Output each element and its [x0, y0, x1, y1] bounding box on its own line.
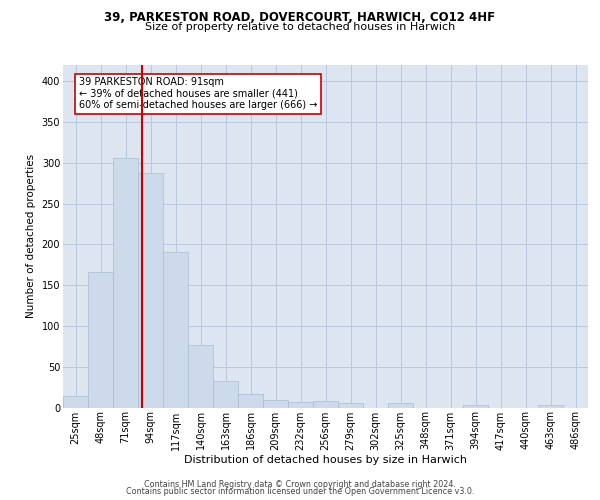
Y-axis label: Number of detached properties: Number of detached properties [26, 154, 36, 318]
Bar [163, 252, 188, 408]
Text: Size of property relative to detached houses in Harwich: Size of property relative to detached ho… [145, 22, 455, 32]
Bar [263, 400, 288, 407]
Bar [213, 382, 238, 407]
Bar [538, 405, 563, 407]
Bar [388, 404, 413, 407]
Bar [138, 172, 163, 408]
X-axis label: Distribution of detached houses by size in Harwich: Distribution of detached houses by size … [184, 455, 467, 465]
Bar [338, 404, 363, 407]
Bar [463, 405, 488, 407]
Bar [88, 272, 113, 407]
Bar [288, 402, 313, 407]
Bar [313, 401, 338, 407]
Text: 39 PARKESTON ROAD: 91sqm
← 39% of detached houses are smaller (441)
60% of semi-: 39 PARKESTON ROAD: 91sqm ← 39% of detach… [79, 77, 317, 110]
Bar [238, 394, 263, 407]
Bar [188, 344, 213, 408]
Text: Contains HM Land Registry data © Crown copyright and database right 2024.: Contains HM Land Registry data © Crown c… [144, 480, 456, 489]
Text: 39, PARKESTON ROAD, DOVERCOURT, HARWICH, CO12 4HF: 39, PARKESTON ROAD, DOVERCOURT, HARWICH,… [104, 11, 496, 24]
Bar [63, 396, 88, 407]
Bar [113, 158, 138, 408]
Text: Contains public sector information licensed under the Open Government Licence v3: Contains public sector information licen… [126, 487, 474, 496]
